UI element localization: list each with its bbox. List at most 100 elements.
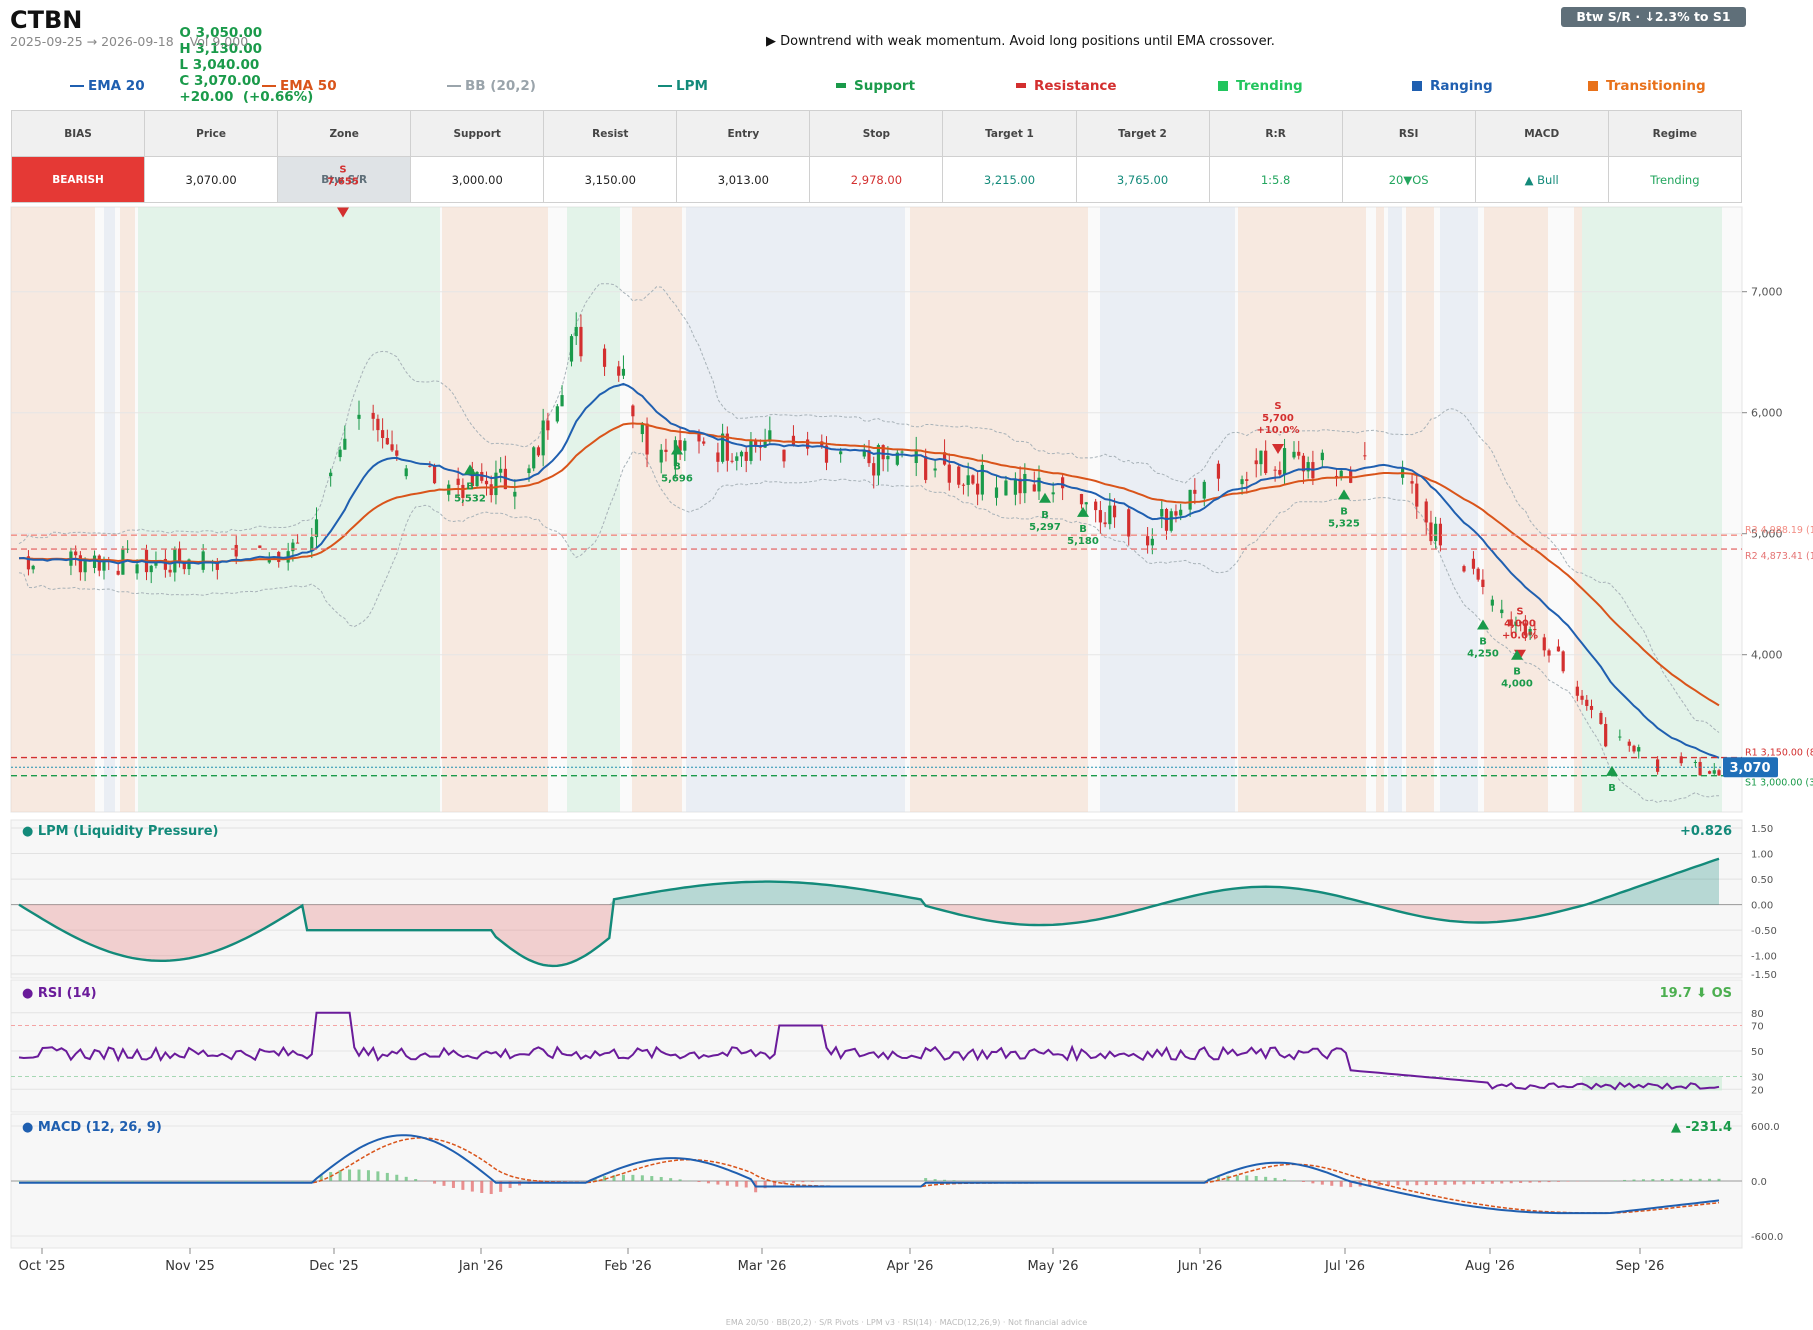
date-range-text: 2025-09-25 → 2026-09-18 xyxy=(10,34,174,49)
price-chart[interactable]: 7,000 6,000 5,000 4,000 R3 4,988.19 (10x) R2 … xyxy=(0,0,1813,1300)
candle-body xyxy=(1169,511,1173,531)
legend-line-icon xyxy=(658,85,672,87)
candle-body xyxy=(1693,761,1697,763)
sell-arrow-icon xyxy=(1272,444,1284,454)
legend-item-bb-20-2[interactable]: BB (20,2) xyxy=(447,78,536,94)
macd-histogram-bar xyxy=(17,1181,21,1182)
candle-body xyxy=(74,551,78,556)
candle-body xyxy=(92,555,97,568)
value-cell-support: 3,000.00 xyxy=(410,156,545,203)
value-cell-zone: Btw S/R xyxy=(277,156,412,203)
header-cell-price: Price xyxy=(144,110,279,157)
last-price-label: 3,070 xyxy=(1729,761,1770,776)
macd-histogram-bar xyxy=(111,1181,115,1182)
buy-arrow-icon xyxy=(464,464,476,475)
macd-histogram-bar xyxy=(404,1176,408,1181)
candle-body xyxy=(1150,538,1154,546)
candle-body xyxy=(924,456,928,480)
candle-body xyxy=(456,478,460,485)
legend-square-icon xyxy=(1412,81,1422,91)
macd-histogram-bar xyxy=(1349,1181,1353,1188)
value-cell-r-r: 1:5.8 xyxy=(1208,156,1343,203)
macd-histogram-bar xyxy=(74,1181,78,1182)
value-cell-entry: 3,013.00 xyxy=(676,156,811,203)
signal-table-header: BIAS Price Zone Support Resist Entry Stop Targe… xyxy=(10,110,1743,157)
candle-body xyxy=(791,435,796,446)
legend-label: Support xyxy=(854,78,916,94)
macd-histogram-bar xyxy=(697,1181,701,1183)
macd-line xyxy=(19,1134,1720,1215)
candle-body xyxy=(314,519,319,538)
macd-histogram-bar xyxy=(782,1181,786,1184)
candle-body xyxy=(1297,451,1301,456)
macd-histogram-bar xyxy=(650,1176,654,1181)
buy-arrow-icon xyxy=(1511,649,1523,660)
buy-arrow-icon xyxy=(671,444,683,455)
candle-body xyxy=(215,562,219,570)
candle-body xyxy=(78,555,82,573)
legend-item-support[interactable]: Support xyxy=(836,78,915,94)
macd-histogram-bar xyxy=(801,1181,805,1183)
candle-body xyxy=(1254,460,1258,465)
macd-histogram-bar xyxy=(140,1181,144,1182)
buy-arrow-icon xyxy=(1606,765,1618,776)
candle-body xyxy=(1424,501,1428,523)
candle-body xyxy=(1707,771,1712,774)
legend-item-resistance[interactable]: Resistance xyxy=(1016,78,1117,94)
macd-histogram-bar xyxy=(480,1181,484,1193)
legend-item-ranging[interactable]: Ranging xyxy=(1412,78,1493,94)
legend-item-transitioning[interactable]: Transitioning xyxy=(1588,78,1706,94)
candle-body xyxy=(1032,484,1036,492)
macd-histogram-bar xyxy=(1660,1179,1664,1181)
ohlc-readout: O 3,050.00 H 3,130.00 L 3,040.00 C 3,070… xyxy=(170,9,327,105)
macd-histogram-bar xyxy=(943,1179,947,1181)
macd-histogram-bar xyxy=(1320,1181,1324,1185)
macd-histogram-bar xyxy=(310,1181,314,1182)
legend-line-icon xyxy=(1016,83,1026,88)
value-cell-resist: 3,150.00 xyxy=(543,156,678,203)
candle-body xyxy=(1339,470,1343,477)
macd-histogram-bar xyxy=(36,1181,40,1182)
lpm-line xyxy=(18,857,1720,968)
candle-body xyxy=(1334,475,1339,477)
ema50-line xyxy=(18,422,1720,707)
candle-body xyxy=(881,445,885,460)
legend-item-lpm[interactable]: LPM xyxy=(658,78,708,94)
macd-histogram-bar xyxy=(121,1181,125,1182)
macd-histogram-bar xyxy=(1698,1178,1702,1181)
candle-body xyxy=(1589,705,1594,710)
header-cell-rsi: RSI xyxy=(1341,110,1476,157)
last-price-tag xyxy=(1723,757,1778,778)
regime-band xyxy=(1406,207,1434,812)
candle-body xyxy=(1632,745,1636,752)
lpm-tick-label: 0.00 xyxy=(1751,901,1773,912)
signal-type: B xyxy=(1041,510,1049,521)
legend-item-trending[interactable]: Trending xyxy=(1218,78,1303,94)
signal-value: 5,532 xyxy=(454,493,486,504)
candle-body xyxy=(1618,736,1622,738)
signal-type: B xyxy=(673,461,681,472)
legend-item-ema-20[interactable]: EMA 20 xyxy=(70,78,145,94)
price-tick-label: 4,000 xyxy=(1751,649,1783,662)
macd-histogram-bar xyxy=(1708,1178,1712,1181)
header-cell-regime: Regime xyxy=(1607,110,1743,157)
candle-body xyxy=(721,433,725,462)
regime-band xyxy=(632,207,682,812)
legend-item-ema-50[interactable]: EMA 50 xyxy=(262,78,337,94)
header-cell-support: Support xyxy=(410,110,545,157)
lpm-tick-label: -0.50 xyxy=(1751,926,1777,937)
candle-body xyxy=(867,449,871,464)
macd-histogram-bar xyxy=(234,1181,238,1182)
macd-histogram-bar xyxy=(178,1181,182,1182)
regime-band xyxy=(104,207,115,812)
macd-histogram-bar xyxy=(451,1181,455,1188)
x-tick-label: Aug '26 xyxy=(1465,1259,1515,1274)
macd-histogram-bar xyxy=(1424,1181,1428,1186)
candle-body xyxy=(1278,469,1282,475)
regime-band xyxy=(1484,207,1548,812)
high-value: H 3,130.00 xyxy=(179,41,263,57)
candle-body xyxy=(994,487,999,498)
candle-body xyxy=(291,542,295,552)
candle-body xyxy=(683,440,687,451)
candle-body xyxy=(966,475,970,485)
